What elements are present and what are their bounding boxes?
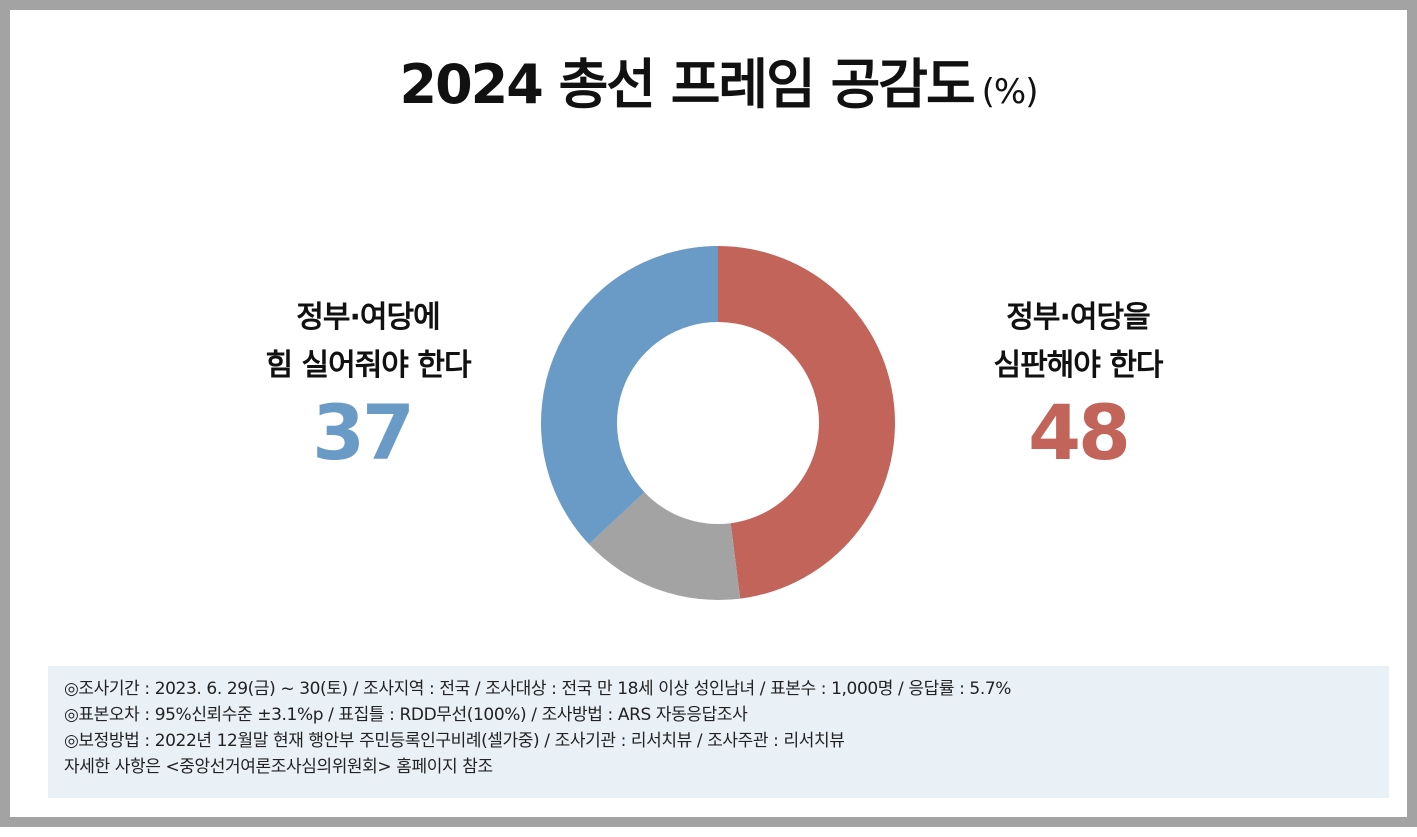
donut-slice-2 — [541, 246, 718, 545]
donut-chart — [541, 246, 896, 600]
left-series-label: 정부·여당에 힘 실어줘야 한다 — [188, 294, 548, 390]
note-line-period: ◎조사기간 : 2023. 6. 29(금) ~ 30(토) / 조사지역 : … — [64, 679, 1012, 699]
chart-title-block: 2024 총선 프레임 공감도 (%) — [10, 40, 1417, 119]
right-series-label-line1: 정부·여당을 — [1006, 300, 1150, 335]
right-series-label: 정부·여당을 심판해야 한다 — [898, 294, 1258, 390]
donut-slice-1 — [588, 492, 741, 600]
left-series-label-line2: 힘 실어줘야 한다 — [265, 348, 471, 383]
right-series-label-line2: 심판해야 한다 — [993, 348, 1163, 383]
left-series-value: 37 — [312, 388, 415, 477]
donut-slice-0 — [718, 246, 896, 599]
chart-title: 2024 총선 프레임 공감도 — [399, 53, 976, 116]
note-line-error: ◎표본오차 : 95%신뢰수준 ±3.1%p / 표집틀 : RDD무선(100… — [64, 705, 748, 725]
survey-notes: ◎조사기간 : 2023. 6. 29(금) ~ 30(토) / 조사지역 : … — [48, 666, 1389, 798]
left-series-label-line1: 정부·여당에 — [296, 300, 440, 335]
note-line-weighting: ◎보정방법 : 2022년 12월말 현재 행안부 주민등록인구비례(셀가중) … — [64, 731, 845, 751]
chart-title-unit: (%) — [981, 72, 1039, 112]
right-series-value: 48 — [1028, 388, 1131, 477]
note-line-reference: 자세한 사항은 <중앙선거여론조사심의위원회> 홈페이지 참조 — [64, 757, 493, 777]
